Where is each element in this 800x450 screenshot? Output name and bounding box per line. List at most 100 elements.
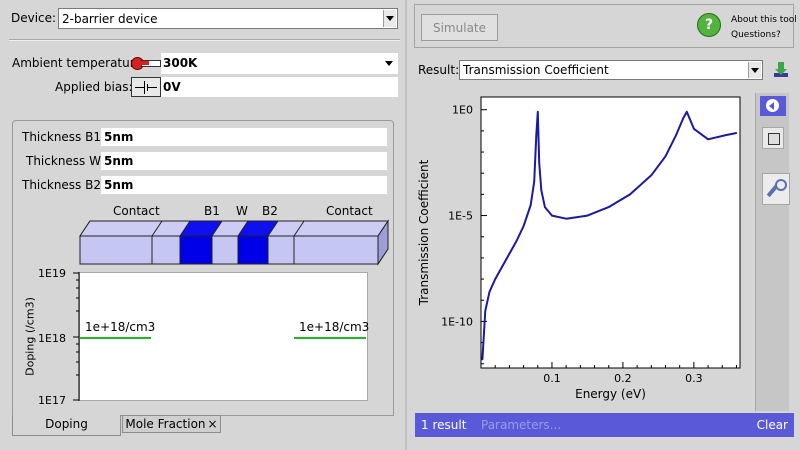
- layer-label-w: W: [236, 204, 248, 218]
- question-icon[interactable]: ?: [697, 13, 721, 37]
- transmission-data-point: [488, 290, 491, 293]
- tab-doping-label: Doping: [45, 417, 88, 431]
- transmission-data-point: [535, 134, 538, 136]
- close-icon[interactable]: ×: [207, 417, 218, 431]
- simulate-label: Simulate: [432, 21, 487, 35]
- layer-label-b1: B1: [204, 204, 220, 218]
- device-select-value: 2-barrier device: [62, 12, 158, 26]
- thickness-b2-input[interactable]: 5nm: [101, 176, 387, 194]
- transmission-data-point: [586, 214, 589, 217]
- transmission-data-point: [494, 278, 496, 280]
- doping-tick-1e17: 1E17: [38, 394, 66, 407]
- transmission-data-point: [522, 225, 525, 227]
- transmission-data-point: [565, 217, 567, 220]
- result-label: Result:: [418, 63, 460, 77]
- thickness-b1-value: 5nm: [104, 130, 134, 144]
- result-count: 1 result: [421, 418, 467, 432]
- layer-label-contact-right: Contact: [326, 204, 373, 218]
- clear-button[interactable]: Clear: [756, 418, 788, 432]
- device-structure-diagram: [79, 219, 389, 266]
- y-tick-label: 1E-5: [448, 210, 473, 223]
- x-tick-label: 0.2: [614, 372, 632, 385]
- doping-left-line: [80, 337, 151, 339]
- transmission-data-point: [484, 310, 487, 312]
- tab-mole-fraction-label: Mole Fraction: [125, 417, 206, 431]
- transmission-data-point: [682, 117, 685, 119]
- transmission-data-point: [735, 132, 738, 134]
- transmission-data-point: [629, 193, 631, 196]
- transmission-data-point: [508, 252, 511, 255]
- ambient-label: Ambient temperature:: [12, 56, 146, 70]
- device-label: Device:: [11, 11, 57, 25]
- ambient-select[interactable]: 300K: [161, 53, 398, 74]
- x-tick-label: 0.1: [543, 372, 561, 385]
- bias-value: 0V: [163, 80, 181, 94]
- layer-label-b2: B2: [262, 204, 278, 218]
- download-icon[interactable]: [772, 61, 790, 79]
- transmission-data-point: [675, 134, 677, 136]
- thickness-b2-value: 5nm: [104, 178, 134, 192]
- doping-tick-1e18: 1E18: [38, 332, 66, 345]
- transmission-data-point: [536, 111, 539, 113]
- about-tool-link[interactable]: About this tool: [731, 15, 797, 25]
- doping-right-line: [294, 337, 366, 339]
- transmission-chart: 0.1 0.2 0.3 1E0 1E-5 1E-10 Energy (eV) Transmis…: [417, 96, 741, 401]
- collapse-panel-button[interactable]: [760, 96, 786, 116]
- transmission-data-point: [707, 138, 709, 141]
- y-tick-label: 1E-10: [441, 315, 473, 328]
- result-select-value: Transmission Coefficient: [463, 63, 609, 77]
- battery-icon: [131, 77, 161, 97]
- right-divider: [405, 0, 407, 450]
- layer-label-contact-left: Contact: [113, 204, 160, 218]
- transmission-data-point: [685, 111, 688, 113]
- simulate-button[interactable]: Simulate: [421, 14, 498, 41]
- x-tick-label: 0.3: [685, 372, 703, 385]
- transmission-data-point: [529, 204, 532, 206]
- chevron-down-icon: [385, 61, 393, 66]
- doping-right-value: 1e+18/cm3: [299, 320, 370, 334]
- y-tick-label: 1E0: [452, 104, 473, 117]
- settings-tab[interactable]: [762, 173, 790, 205]
- doping-plot: [79, 272, 368, 401]
- parameters-link[interactable]: Parameters...: [481, 418, 562, 432]
- chevron-down-icon: [748, 62, 761, 78]
- chevron-down-icon: [383, 10, 396, 27]
- square-icon: [768, 133, 780, 145]
- transmission-data-point: [551, 214, 553, 217]
- top-controls-box: [414, 4, 794, 48]
- ambient-value: 300K: [163, 56, 198, 70]
- x-axis-label: Energy (eV): [575, 387, 646, 401]
- thickness-w-input[interactable]: 5nm: [101, 152, 387, 170]
- divider: [9, 39, 400, 41]
- chart-plot-area: [480, 96, 741, 369]
- transmission-data-point: [533, 180, 536, 183]
- transmission-data-point: [501, 265, 504, 268]
- chevron-left-icon: [766, 99, 779, 112]
- questions-link[interactable]: Questions?: [731, 30, 781, 40]
- result-select[interactable]: Transmission Coefficient: [459, 60, 763, 80]
- doping-left-value: 1e+18/cm3: [85, 320, 156, 334]
- transmission-data-point: [650, 174, 653, 177]
- transmission-data-point: [540, 189, 543, 191]
- status-bar: 1 result Parameters... Clear: [415, 413, 794, 437]
- thickness-b1-input[interactable]: 5nm: [101, 128, 387, 146]
- device-select[interactable]: 2-barrier device: [58, 8, 398, 29]
- thickness-w-label: Thickness W:: [26, 154, 105, 168]
- bias-label: Applied bias:: [55, 80, 133, 94]
- box-view-button[interactable]: [762, 127, 784, 149]
- bias-input[interactable]: 0V: [161, 77, 398, 97]
- transmission-data-point: [693, 127, 695, 130]
- transmission-data-point: [725, 134, 727, 136]
- transmission-data-point: [607, 206, 610, 208]
- thickness-b2-label: Thickness B2:: [22, 178, 106, 192]
- thickness-b1-label: Thickness B1:: [22, 130, 106, 144]
- doping-axis-label: Doping (/cm3): [23, 297, 37, 376]
- doping-axis: [73, 272, 80, 401]
- doping-tick-1e19: 1E19: [38, 267, 66, 280]
- transmission-data-point: [544, 206, 546, 208]
- transmission-data-point: [515, 240, 518, 242]
- transmission-data-point: [664, 155, 667, 158]
- y-axis-label: Transmission Coefficient: [417, 159, 431, 306]
- tab-mole-fraction[interactable]: Mole Fraction ×: [122, 415, 221, 433]
- tab-doping[interactable]: Doping: [12, 415, 121, 436]
